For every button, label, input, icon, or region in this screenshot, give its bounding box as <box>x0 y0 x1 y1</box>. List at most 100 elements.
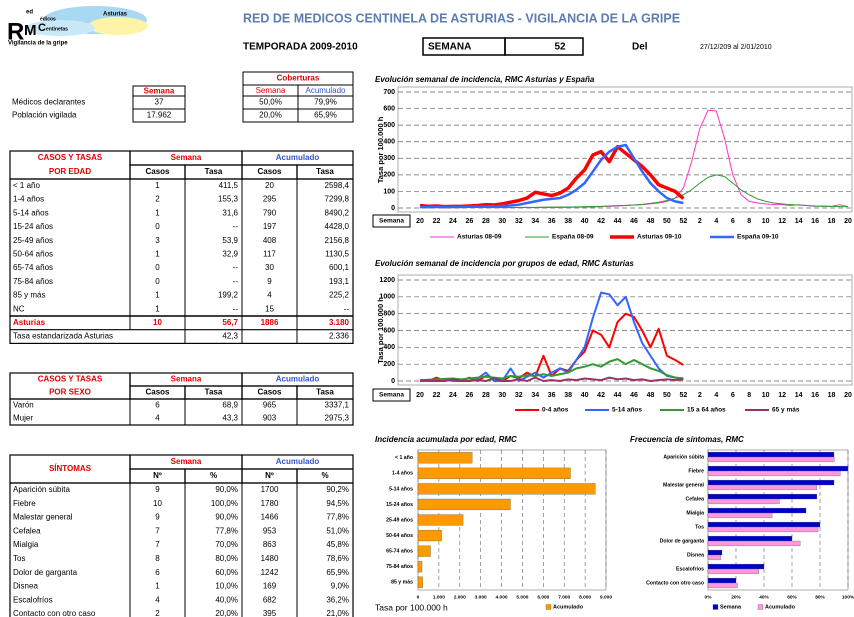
table-cell-text: 117 <box>263 249 276 258</box>
table-cell-text: 17.962 <box>147 111 172 120</box>
y-tick-label: 100 <box>383 188 395 195</box>
x-tick-label: 28 <box>482 218 490 225</box>
x-tick-label: 4 <box>714 218 718 225</box>
column-header: Nº <box>153 471 162 480</box>
table-cell-text: 9 <box>267 277 272 286</box>
column-header: Casos <box>257 167 282 176</box>
x-tick-label: 12 <box>778 392 786 399</box>
x-tick-label: 38 <box>564 218 572 225</box>
row-label: Varón <box>13 401 34 410</box>
y-axis-title: Tasa por 100.000 h <box>376 297 385 364</box>
table-cell-text: 36,2% <box>326 595 349 604</box>
y-tick-label: Escalofríos <box>676 566 704 572</box>
bar <box>707 498 780 505</box>
table-cell-text: 197 <box>263 222 277 231</box>
x-tick-label: 36 <box>548 392 556 399</box>
legend-label: Acumulado <box>553 604 584 610</box>
x-tick-label: 6.000 <box>537 594 549 600</box>
table-cell-text: 408 <box>263 236 277 245</box>
legend-label: 65 y más <box>772 407 800 414</box>
x-tick-label: 22 <box>433 392 441 399</box>
table-cell-text: 4428,0 <box>325 222 350 231</box>
y-tick-label: 0 <box>391 205 395 212</box>
logo-subtitle: Vigilancia de la gripe <box>8 41 68 47</box>
x-tick-label: 52 <box>679 218 687 225</box>
y-tick-label: 50-64 años <box>386 533 413 539</box>
table-cell-text: 60,0% <box>215 568 238 577</box>
table-cell-text: 4 <box>267 291 272 300</box>
table-cell-text: 411,5 <box>219 181 239 190</box>
logo-letter: M <box>24 22 37 39</box>
table-cell-text: 1 <box>155 208 160 217</box>
table-cell-text: 1700 <box>261 485 279 494</box>
logo-text: édicos <box>40 16 56 22</box>
axis-label-box <box>372 388 411 402</box>
table-cell-text: 682 <box>263 595 277 604</box>
x-tick-label: 28 <box>482 392 490 399</box>
column-header: Tasa <box>316 388 334 397</box>
column-header: Semana <box>144 87 175 96</box>
table-title: Coberturas <box>277 74 320 83</box>
table-cell-text: 15 <box>265 304 274 313</box>
column-header: Semana <box>256 86 286 95</box>
row-label: Escalofríos <box>13 595 53 604</box>
table-cell-text: 1480 <box>261 554 279 563</box>
group-header: Semana <box>171 457 202 466</box>
table-cell-text: 1466 <box>261 513 279 522</box>
table-cell-text: -- <box>344 304 350 313</box>
date-label: Del <box>632 42 648 53</box>
table-cell-text: 45,8% <box>326 540 349 549</box>
table-cell-text: 2598,4 <box>325 181 350 190</box>
table-cell-text: -- <box>233 263 239 272</box>
table-cell-text: 193,1 <box>329 277 350 286</box>
table-cell-text: 77,8% <box>326 513 349 522</box>
bar <box>417 529 442 542</box>
y-tick-label: < 1 año <box>395 455 413 461</box>
bar <box>707 577 737 584</box>
chart-title: Frecuencia de síntomas, RMC <box>630 435 744 444</box>
column-header: % <box>210 471 217 480</box>
table-cell-text: 30 <box>265 263 274 272</box>
table-cell-text: 1 <box>155 291 160 300</box>
x-tick-label: 12 <box>778 218 786 225</box>
row-label: Disnea <box>13 582 38 591</box>
table-cell-text: 10 <box>153 499 162 508</box>
table-cell-text: 953 <box>263 526 277 535</box>
table-cell-text: 90,2% <box>326 485 349 494</box>
x-tick-label: 14 <box>795 218 803 225</box>
season: TEMPORADA 2009-2010 <box>243 42 358 53</box>
bar <box>707 554 721 561</box>
row-label: Cefalea <box>13 526 41 535</box>
x-axis-title: Semana <box>379 218 404 225</box>
row-label: Malestar general <box>13 513 73 522</box>
table-cell-text: 965 <box>263 401 277 410</box>
table-cell-text: 21,0% <box>326 609 349 617</box>
bar <box>707 465 849 472</box>
table-cell <box>9 178 354 344</box>
table-cell-text: 600,1 <box>329 263 350 272</box>
table-title: POR EDAD <box>49 167 91 176</box>
x-tick-label: 1.000 <box>433 594 445 600</box>
table-cell-text: -- <box>233 304 239 313</box>
x-tick-label: 2 <box>698 392 702 399</box>
table-title: CASOS Y TASAS <box>38 375 103 384</box>
x-tick-label: 50 <box>663 392 671 399</box>
x-tick-label: 2 <box>698 218 702 225</box>
y-tick-label: 0 <box>391 378 395 385</box>
table-cell-text: 65,9% <box>314 111 337 120</box>
table-cell-text: 10,0% <box>215 582 238 591</box>
y-axis-title: Tasa por 100.000 h <box>376 116 385 183</box>
logo-cloud <box>88 17 148 35</box>
table-title: SÍNTOMAS <box>49 464 92 473</box>
bar <box>417 452 473 464</box>
x-tick-label: 24 <box>449 218 457 225</box>
x-tick-label: 22 <box>433 218 441 225</box>
table-cell-text: 77,8% <box>215 526 238 535</box>
table-cell-text: 4 <box>155 414 160 423</box>
table-cell-text: -- <box>233 222 239 231</box>
x-tick-label: 46 <box>630 392 638 399</box>
y-tick-label: 1-4 años <box>392 471 413 477</box>
bar <box>417 576 423 588</box>
row-label: 50-64 años <box>13 249 53 258</box>
